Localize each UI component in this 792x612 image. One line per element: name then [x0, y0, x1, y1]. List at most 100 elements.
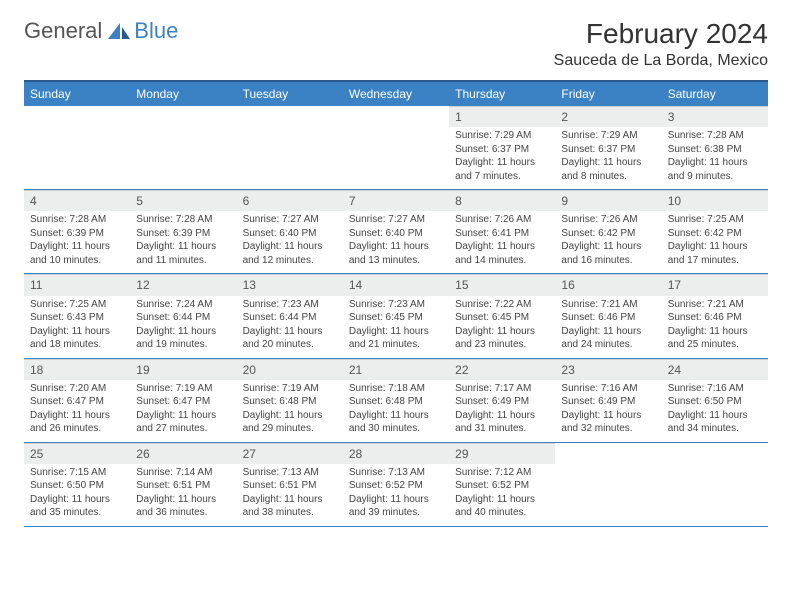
day-number: 21: [343, 359, 449, 380]
day-details: Sunrise: 7:28 AMSunset: 6:39 PMDaylight:…: [24, 211, 130, 273]
day-number: 16: [555, 274, 661, 295]
sunrise-line: Sunrise: 7:19 AM: [136, 382, 230, 396]
day-details: Sunrise: 7:26 AMSunset: 6:42 PMDaylight:…: [555, 211, 661, 273]
empty-day: [343, 106, 449, 124]
day-number: 9: [555, 190, 661, 211]
week-row: 18Sunrise: 7:20 AMSunset: 6:47 PMDayligh…: [24, 359, 768, 443]
daylight-line: Daylight: 11 hours and 35 minutes.: [30, 493, 124, 520]
day-cell: 28Sunrise: 7:13 AMSunset: 6:52 PMDayligh…: [343, 443, 449, 526]
day-cell: 4Sunrise: 7:28 AMSunset: 6:39 PMDaylight…: [24, 190, 130, 273]
sunrise-line: Sunrise: 7:29 AM: [561, 129, 655, 143]
day-number: 12: [130, 274, 236, 295]
day-cell: 16Sunrise: 7:21 AMSunset: 6:46 PMDayligh…: [555, 274, 661, 357]
day-cell: [343, 106, 449, 189]
day-details: Sunrise: 7:21 AMSunset: 6:46 PMDaylight:…: [662, 296, 768, 358]
day-cell: 22Sunrise: 7:17 AMSunset: 6:49 PMDayligh…: [449, 359, 555, 442]
sunrise-line: Sunrise: 7:15 AM: [30, 466, 124, 480]
day-cell: [130, 106, 236, 189]
day-cell: 14Sunrise: 7:23 AMSunset: 6:45 PMDayligh…: [343, 274, 449, 357]
day-details: Sunrise: 7:16 AMSunset: 6:49 PMDaylight:…: [555, 380, 661, 442]
daylight-line: Daylight: 11 hours and 14 minutes.: [455, 240, 549, 267]
day-number: 1: [449, 106, 555, 127]
day-cell: 21Sunrise: 7:18 AMSunset: 6:48 PMDayligh…: [343, 359, 449, 442]
day-cell: 23Sunrise: 7:16 AMSunset: 6:49 PMDayligh…: [555, 359, 661, 442]
day-details: Sunrise: 7:25 AMSunset: 6:43 PMDaylight:…: [24, 296, 130, 358]
day-details: Sunrise: 7:29 AMSunset: 6:37 PMDaylight:…: [449, 127, 555, 189]
sunset-line: Sunset: 6:47 PM: [136, 395, 230, 409]
sunrise-line: Sunrise: 7:24 AM: [136, 298, 230, 312]
sunset-line: Sunset: 6:43 PM: [30, 311, 124, 325]
sunrise-line: Sunrise: 7:19 AM: [243, 382, 337, 396]
day-number: 17: [662, 274, 768, 295]
daylight-line: Daylight: 11 hours and 13 minutes.: [349, 240, 443, 267]
calendar: SundayMondayTuesdayWednesdayThursdayFrid…: [24, 80, 768, 527]
sunrise-line: Sunrise: 7:13 AM: [349, 466, 443, 480]
daylight-line: Daylight: 11 hours and 31 minutes.: [455, 409, 549, 436]
day-cell: 8Sunrise: 7:26 AMSunset: 6:41 PMDaylight…: [449, 190, 555, 273]
sunset-line: Sunset: 6:39 PM: [30, 227, 124, 241]
sunrise-line: Sunrise: 7:16 AM: [561, 382, 655, 396]
sunrise-line: Sunrise: 7:28 AM: [136, 213, 230, 227]
day-details: Sunrise: 7:23 AMSunset: 6:44 PMDaylight:…: [237, 296, 343, 358]
daylight-line: Daylight: 11 hours and 30 minutes.: [349, 409, 443, 436]
sunset-line: Sunset: 6:49 PM: [455, 395, 549, 409]
sunset-line: Sunset: 6:49 PM: [561, 395, 655, 409]
daylight-line: Daylight: 11 hours and 26 minutes.: [30, 409, 124, 436]
sunrise-line: Sunrise: 7:12 AM: [455, 466, 549, 480]
sunrise-line: Sunrise: 7:13 AM: [243, 466, 337, 480]
day-cell: 11Sunrise: 7:25 AMSunset: 6:43 PMDayligh…: [24, 274, 130, 357]
day-details: Sunrise: 7:29 AMSunset: 6:37 PMDaylight:…: [555, 127, 661, 189]
day-number: 5: [130, 190, 236, 211]
sunset-line: Sunset: 6:51 PM: [243, 479, 337, 493]
location: Sauceda de La Borda, Mexico: [554, 52, 768, 70]
day-details: Sunrise: 7:28 AMSunset: 6:39 PMDaylight:…: [130, 211, 236, 273]
day-cell: [662, 443, 768, 526]
sunset-line: Sunset: 6:38 PM: [668, 143, 762, 157]
day-details: Sunrise: 7:21 AMSunset: 6:46 PMDaylight:…: [555, 296, 661, 358]
daylight-line: Daylight: 11 hours and 32 minutes.: [561, 409, 655, 436]
day-number: 27: [237, 443, 343, 464]
day-cell: 13Sunrise: 7:23 AMSunset: 6:44 PMDayligh…: [237, 274, 343, 357]
sunrise-line: Sunrise: 7:17 AM: [455, 382, 549, 396]
sunset-line: Sunset: 6:52 PM: [455, 479, 549, 493]
day-details: Sunrise: 7:14 AMSunset: 6:51 PMDaylight:…: [130, 464, 236, 526]
day-details: Sunrise: 7:23 AMSunset: 6:45 PMDaylight:…: [343, 296, 449, 358]
sunrise-line: Sunrise: 7:16 AM: [668, 382, 762, 396]
day-cell: 10Sunrise: 7:25 AMSunset: 6:42 PMDayligh…: [662, 190, 768, 273]
day-details: Sunrise: 7:13 AMSunset: 6:51 PMDaylight:…: [237, 464, 343, 526]
sunrise-line: Sunrise: 7:25 AM: [668, 213, 762, 227]
sunrise-line: Sunrise: 7:23 AM: [243, 298, 337, 312]
day-number: 10: [662, 190, 768, 211]
sunset-line: Sunset: 6:37 PM: [561, 143, 655, 157]
day-cell: 15Sunrise: 7:22 AMSunset: 6:45 PMDayligh…: [449, 274, 555, 357]
day-number: 13: [237, 274, 343, 295]
sunset-line: Sunset: 6:48 PM: [243, 395, 337, 409]
day-cell: 25Sunrise: 7:15 AMSunset: 6:50 PMDayligh…: [24, 443, 130, 526]
daylight-line: Daylight: 11 hours and 8 minutes.: [561, 156, 655, 183]
sunset-line: Sunset: 6:46 PM: [668, 311, 762, 325]
day-number: 8: [449, 190, 555, 211]
day-details: Sunrise: 7:19 AMSunset: 6:47 PMDaylight:…: [130, 380, 236, 442]
day-details: Sunrise: 7:27 AMSunset: 6:40 PMDaylight:…: [343, 211, 449, 273]
daylight-line: Daylight: 11 hours and 10 minutes.: [30, 240, 124, 267]
sunset-line: Sunset: 6:42 PM: [668, 227, 762, 241]
day-cell: 29Sunrise: 7:12 AMSunset: 6:52 PMDayligh…: [449, 443, 555, 526]
daylight-line: Daylight: 11 hours and 12 minutes.: [243, 240, 337, 267]
day-number: 14: [343, 274, 449, 295]
week-row: 4Sunrise: 7:28 AMSunset: 6:39 PMDaylight…: [24, 190, 768, 274]
day-details: Sunrise: 7:26 AMSunset: 6:41 PMDaylight:…: [449, 211, 555, 273]
day-number: 25: [24, 443, 130, 464]
sunset-line: Sunset: 6:50 PM: [668, 395, 762, 409]
day-details: Sunrise: 7:15 AMSunset: 6:50 PMDaylight:…: [24, 464, 130, 526]
day-number: 6: [237, 190, 343, 211]
daylight-line: Daylight: 11 hours and 29 minutes.: [243, 409, 337, 436]
day-details: Sunrise: 7:12 AMSunset: 6:52 PMDaylight:…: [449, 464, 555, 526]
day-cell: 3Sunrise: 7:28 AMSunset: 6:38 PMDaylight…: [662, 106, 768, 189]
sunset-line: Sunset: 6:40 PM: [243, 227, 337, 241]
logo-sail-icon: [106, 21, 132, 41]
day-number: 28: [343, 443, 449, 464]
day-details: Sunrise: 7:18 AMSunset: 6:48 PMDaylight:…: [343, 380, 449, 442]
month-title: February 2024: [554, 18, 768, 50]
day-cell: [24, 106, 130, 189]
sunrise-line: Sunrise: 7:18 AM: [349, 382, 443, 396]
